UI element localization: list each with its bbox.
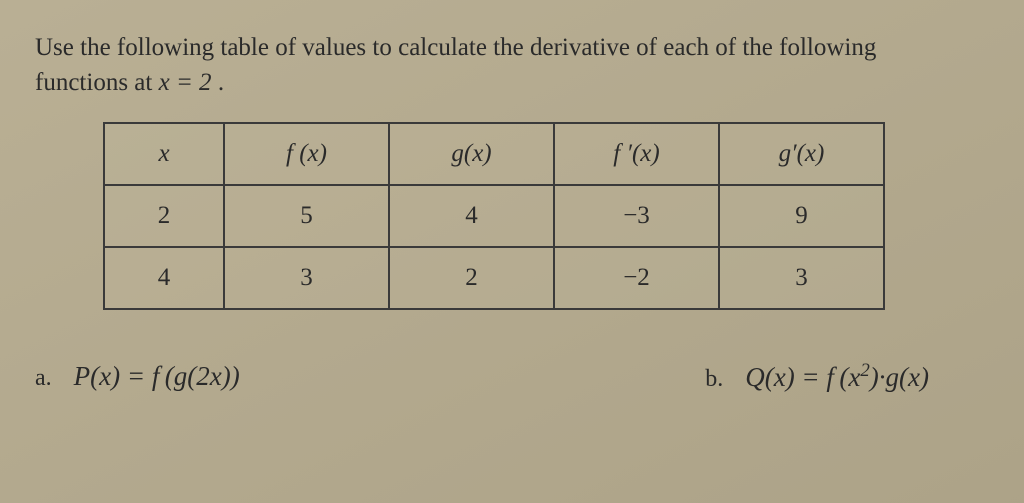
table-header-row: x f (x) g(x) f ′(x) g′(x) (104, 123, 884, 185)
cell-fx-1: 3 (224, 247, 389, 309)
question-b-label: b. (705, 366, 723, 393)
question-a-expr: P(x) = f (g(2x)) (74, 361, 240, 392)
question-b-expr: Q(x) = f (x2)·g(x) (745, 360, 929, 393)
question-b: b. Q(x) = f (x2)·g(x) (705, 360, 929, 393)
cell-gx-1: 2 (389, 247, 554, 309)
prompt-line2-suffix: . (212, 69, 225, 96)
cell-x-0: 2 (104, 185, 224, 247)
problem-prompt: Use the following table of values to cal… (35, 30, 989, 100)
prompt-line2-prefix: functions at (35, 69, 159, 96)
cell-gpx-0: 9 (719, 185, 884, 247)
cell-gx-0: 4 (389, 185, 554, 247)
question-a-label: a. (35, 365, 52, 392)
cell-x-1: 4 (104, 247, 224, 309)
header-gx: g(x) (389, 123, 554, 185)
header-fx: f (x) (224, 123, 389, 185)
prompt-line1: Use the following table of values to cal… (35, 34, 876, 61)
cell-fx-0: 5 (224, 185, 389, 247)
cell-gpx-1: 3 (719, 247, 884, 309)
cell-fpx-0: −3 (554, 185, 719, 247)
values-table: x f (x) g(x) f ′(x) g′(x) 2 5 4 −3 9 4 3… (103, 122, 885, 310)
header-gpx: g′(x) (719, 123, 884, 185)
cell-fpx-1: −2 (554, 247, 719, 309)
question-a: a. P(x) = f (g(2x)) (35, 361, 240, 392)
prompt-equation: x = 2 (159, 69, 212, 96)
questions-row: a. P(x) = f (g(2x)) b. Q(x) = f (x2)·g(x… (35, 360, 989, 393)
header-fpx: f ′(x) (554, 123, 719, 185)
table-row: 4 3 2 −2 3 (104, 247, 884, 309)
header-x: x (104, 123, 224, 185)
table-row: 2 5 4 −3 9 (104, 185, 884, 247)
